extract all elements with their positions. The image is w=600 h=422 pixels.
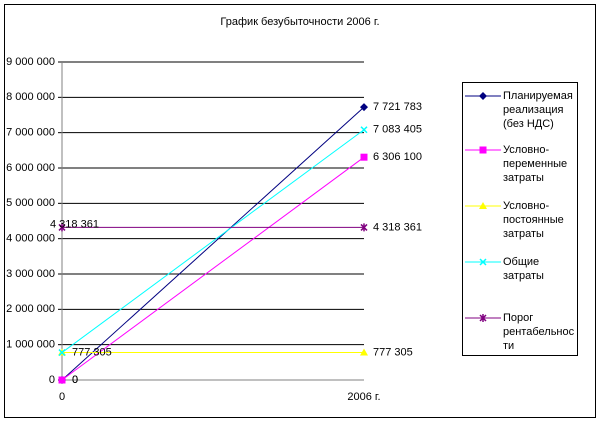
- data-marker: [58, 376, 66, 384]
- y-tick-label: 9 000 000: [6, 56, 55, 68]
- y-tick-label: 1 000 000: [6, 339, 55, 351]
- data-label: 4 318 361: [373, 221, 422, 233]
- legend-marker: [479, 146, 487, 154]
- legend-marker: [479, 258, 487, 266]
- legend-swatch: [465, 92, 501, 100]
- legend-marker: [479, 202, 487, 209]
- legend-marker: [479, 92, 487, 100]
- legend-swatch: [465, 202, 501, 209]
- series-line: [61, 106, 365, 381]
- legend-swatch: [465, 146, 501, 154]
- y-tick-label: 2 000 000: [6, 303, 55, 315]
- data-label: 4 318 361: [50, 218, 99, 230]
- series-line: [61, 156, 365, 381]
- series-line: [61, 129, 365, 353]
- legend-marker: [479, 314, 487, 322]
- x-tick-label: 0: [59, 391, 65, 403]
- y-tick-label: 6 000 000: [6, 162, 55, 174]
- data-marker: [360, 103, 368, 112]
- legend-label: Условно-постоянные затраты: [503, 200, 564, 240]
- y-tick-label: 5 000 000: [6, 197, 55, 209]
- data-label: 6 306 100: [373, 151, 422, 163]
- data-marker: [58, 223, 66, 232]
- data-marker: [360, 153, 368, 161]
- y-tick-label: 3 000 000: [6, 268, 55, 280]
- data-marker: [360, 223, 368, 232]
- chart-border: [4, 4, 596, 418]
- chart-title: График безубыточности 2006 г.: [220, 16, 379, 28]
- y-tick-label: 4 000 000: [6, 233, 55, 245]
- data-marker: [360, 348, 368, 356]
- data-label: 7 721 783: [373, 101, 422, 113]
- y-tick-label: 7 000 000: [6, 127, 55, 139]
- y-tick-label: 8 000 000: [6, 91, 55, 103]
- legend-swatch: [465, 314, 501, 322]
- data-label: 777 305: [72, 346, 112, 358]
- legend-label: Условно-переменные затраты: [503, 144, 568, 184]
- data-marker: [360, 126, 368, 134]
- y-tick-label: 0: [49, 374, 55, 386]
- legend-label: Порог рентабельности: [503, 312, 575, 352]
- data-marker: [58, 349, 66, 357]
- data-label: 0: [72, 374, 78, 386]
- legend-label: Общие затраты: [503, 256, 544, 282]
- x-tick-label: 2006 г.: [347, 391, 380, 403]
- data-label: 7 083 405: [373, 124, 422, 136]
- legend: Планируемая реализация (без НДС) Условно-…: [462, 82, 578, 356]
- legend-label: Планируемая реализация (без НДС): [503, 90, 573, 130]
- legend-swatch: [465, 258, 501, 266]
- data-label: 777 305: [373, 346, 413, 358]
- data-label: 0: [72, 374, 78, 386]
